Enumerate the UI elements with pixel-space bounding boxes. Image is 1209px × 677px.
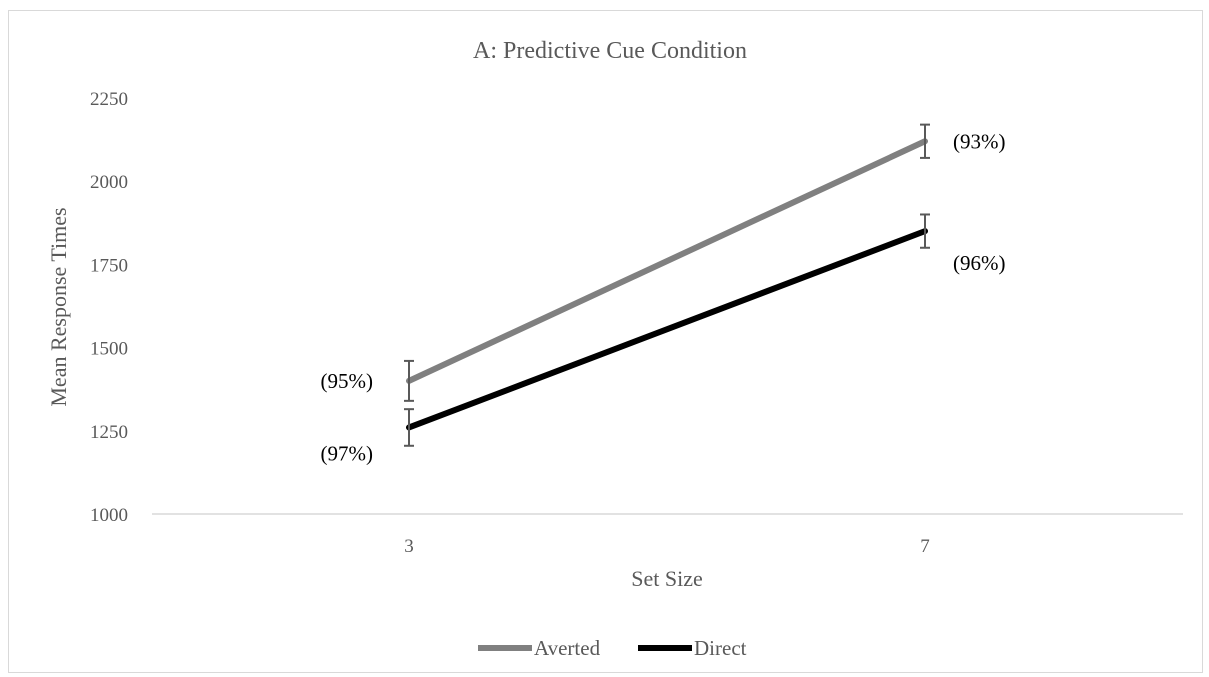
- legend: Averted Direct: [478, 636, 747, 660]
- series-line: [406, 138, 928, 384]
- y-tick-label: 1000: [90, 505, 128, 526]
- series-averted: (95%) (93%): [321, 123, 1005, 402]
- error-bar: [404, 408, 414, 447]
- data-label: (95%): [321, 369, 373, 393]
- y-tick-label: 2000: [90, 172, 128, 193]
- y-axis-label: Mean Response Times: [46, 207, 71, 406]
- error-bar: [920, 123, 930, 159]
- series-layer: (95%) (93%) (97%) (96%): [321, 123, 1005, 465]
- x-tick-label: 3: [404, 536, 414, 557]
- y-tick-label: 1500: [90, 339, 128, 360]
- error-bar: [920, 213, 930, 249]
- legend-label: Direct: [694, 636, 747, 660]
- data-label: (97%): [321, 441, 373, 465]
- x-tick-label: 7: [920, 536, 930, 557]
- data-label: (93%): [953, 129, 1005, 153]
- y-tick-label: 1250: [90, 422, 128, 443]
- error-bar: [404, 359, 414, 402]
- legend-item-averted: Averted: [478, 636, 601, 660]
- y-tick-labels: 1000 1250 1500 1750 2000 2250: [90, 89, 128, 526]
- chart-title: A: Predictive Cue Condition: [473, 38, 747, 64]
- x-axis-label: Set Size: [631, 566, 703, 591]
- data-label: (96%): [953, 251, 1005, 275]
- legend-label: Averted: [534, 636, 601, 660]
- legend-item-direct: Direct: [638, 636, 747, 660]
- series-direct: (97%) (96%): [321, 213, 1005, 465]
- series-line: [406, 228, 928, 431]
- y-tick-label: 2250: [90, 89, 128, 110]
- y-tick-label: 1750: [90, 255, 128, 276]
- chart-frame: [8, 10, 1203, 673]
